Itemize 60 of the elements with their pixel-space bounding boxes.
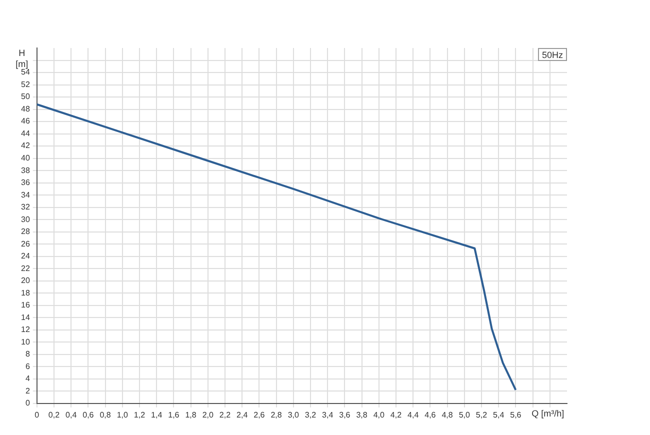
y-tick-label: 2	[25, 386, 30, 396]
x-tick-label: 4,0	[373, 410, 386, 420]
y-tick-label: 8	[25, 350, 30, 359]
x-tick-label: 2,6	[254, 410, 266, 420]
x-tick-label: 5,4	[493, 410, 505, 420]
y-tick-label: 34	[20, 190, 30, 200]
x-tick-label: 1,8	[185, 410, 197, 420]
x-tick-label: 3,8	[356, 410, 368, 420]
x-tick-label: 4,4	[408, 410, 420, 420]
y-tick-label: 50	[20, 92, 30, 102]
x-tick-label: 0,6	[82, 410, 94, 420]
y-tick-label: 24	[20, 252, 30, 261]
y-tick-label: 54	[20, 68, 30, 77]
x-tick-label: 2,0	[202, 410, 214, 420]
y-tick-label: 4	[25, 374, 30, 384]
x-axis-title: Q [m³/h]	[532, 408, 564, 418]
x-tick-label: 1,2	[134, 410, 146, 420]
y-tick-label: 14	[20, 312, 30, 322]
x-tick-label: 1,0	[116, 410, 129, 420]
x-tick-label: 4,6	[424, 410, 436, 420]
x-tick-label: 1,4	[151, 410, 163, 420]
y-tick-label: 20	[20, 276, 30, 286]
x-tick-label: 3,4	[322, 410, 334, 420]
x-tick-label: 1,6	[168, 410, 180, 420]
y-tick-label: 36	[20, 178, 30, 188]
y-tick-label: 0	[25, 398, 30, 408]
y-tick-label: 16	[20, 300, 30, 310]
x-tick-label: 2,8	[270, 410, 282, 420]
y-tick-label: 26	[20, 239, 30, 248]
x-tick-label: 0	[34, 410, 40, 420]
x-tick-label: 5,0	[458, 410, 471, 420]
y-tick-label: 10	[20, 337, 30, 346]
y-tick-label: 28	[20, 227, 30, 236]
x-tick-label: 3,0	[288, 410, 300, 420]
x-tick-label: 0,2	[48, 410, 60, 420]
x-tick-label: 5,2	[476, 410, 488, 420]
y-tick-label: 22	[20, 264, 30, 273]
y-tick-label: 52	[20, 80, 30, 89]
y-tick-label: 48	[20, 104, 30, 114]
y-tick-label: 46	[20, 116, 30, 126]
x-tick-label: 0,4	[66, 410, 78, 420]
y-tick-label: 42	[20, 141, 30, 150]
x-tick-label: 3,6	[339, 410, 351, 420]
y-tick-label: 12	[20, 325, 30, 334]
y-tick-label: 44	[20, 128, 30, 138]
x-tick-label: 0,8	[100, 410, 112, 420]
y-axis-title: H [m]	[16, 48, 28, 69]
x-tick-label: 4,2	[390, 410, 402, 420]
y-tick-label: 30	[20, 214, 30, 224]
x-tick-label: 2,4	[236, 410, 248, 420]
x-tick-label: 5,6	[510, 410, 522, 420]
y-tick-label: 32	[20, 202, 30, 212]
y-tick-label: 18	[20, 288, 30, 298]
x-tick-label: 2,2	[219, 410, 232, 420]
x-tick-label: 3,2	[304, 410, 317, 420]
annotation: 50Hz	[542, 50, 564, 60]
x-tick-label: 4,8	[442, 410, 454, 420]
y-tick-label: 40	[20, 154, 30, 162]
y-tick-label: 6	[25, 362, 30, 371]
y-tick-label: 38	[20, 166, 30, 175]
